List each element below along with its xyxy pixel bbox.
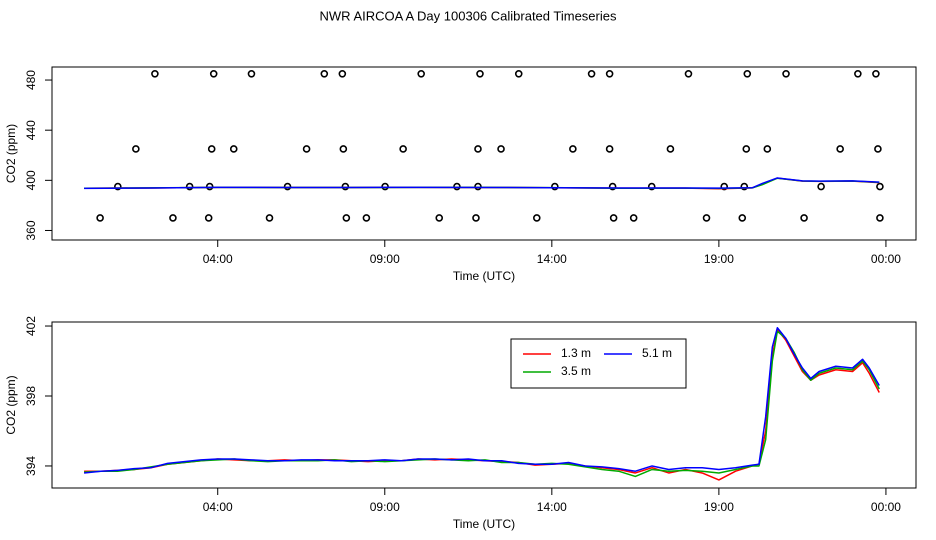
data-point (207, 145, 216, 153)
data-point (209, 69, 218, 78)
data-point (514, 69, 523, 78)
data-point (472, 214, 480, 222)
y-axis-label: CO2 (ppm) (4, 375, 18, 434)
data-point (876, 182, 884, 191)
data-point (381, 182, 389, 191)
chart-title: NWR AIRCOA A Day 100306 Calibrated Times… (320, 8, 617, 23)
data-point (569, 145, 577, 153)
data-point (114, 182, 122, 191)
x-tick-label: 19:00 (704, 500, 734, 514)
data-point (302, 145, 311, 153)
data-point (800, 214, 808, 222)
legend-label: 3.5 m (561, 364, 591, 378)
data-point (720, 182, 729, 191)
data-point (96, 214, 104, 222)
plot-frame (51, 321, 917, 489)
data-point (497, 145, 505, 153)
data-point (435, 214, 444, 222)
data-point (338, 69, 347, 78)
y-tick-label: 394 (24, 456, 38, 476)
data-point (474, 182, 482, 191)
data-point (702, 214, 711, 222)
x-tick-label: 04:00 (203, 252, 233, 266)
data-point (738, 214, 747, 222)
data-line (83, 327, 880, 474)
data-point (341, 182, 350, 191)
x-axis-label: Time (UTC) (453, 269, 515, 283)
data-line (84, 328, 880, 481)
data-line (84, 177, 880, 190)
data-point (476, 69, 484, 78)
y-tick-label: 360 (24, 220, 38, 240)
plot-frame (51, 66, 917, 241)
y-tick-label: 400 (24, 170, 38, 190)
data-point (132, 145, 140, 153)
data-point (339, 145, 348, 153)
data-point (417, 69, 425, 78)
data-point (684, 69, 693, 78)
data-point (743, 69, 752, 78)
data-point (247, 69, 256, 78)
data-point (362, 214, 371, 222)
data-point (874, 145, 882, 153)
data-point (283, 182, 292, 191)
data-point (740, 182, 749, 191)
legend-label: 5.1 m (642, 346, 672, 360)
data-point (474, 145, 482, 153)
y-tick-label: 402 (24, 316, 38, 336)
data-point (204, 214, 213, 222)
y-axis-label: CO2 (ppm) (4, 124, 18, 183)
data-point (342, 214, 351, 222)
legend-label: 1.3 m (561, 346, 591, 360)
data-point (185, 182, 194, 191)
data-point (265, 214, 274, 222)
data-point (605, 145, 614, 153)
data-point (605, 69, 614, 78)
data-point (169, 214, 177, 222)
data-point (608, 182, 617, 191)
data-point (782, 69, 790, 78)
x-tick-label: 09:00 (370, 252, 400, 266)
data-point (666, 145, 675, 153)
data-point (229, 145, 238, 153)
x-tick-label: 04:00 (203, 500, 233, 514)
data-point (817, 182, 825, 191)
data-point (551, 182, 559, 191)
x-axis-label: Time (UTC) (453, 517, 515, 531)
data-point (836, 145, 844, 153)
y-tick-label: 480 (24, 70, 38, 90)
x-tick-label: 00:00 (871, 252, 901, 266)
data-point (742, 145, 751, 153)
data-point (151, 69, 159, 78)
data-point (399, 145, 407, 153)
y-tick-label: 440 (24, 120, 38, 140)
data-point (854, 69, 862, 78)
legend-box (510, 338, 687, 389)
x-tick-label: 14:00 (537, 500, 567, 514)
x-tick-label: 14:00 (537, 252, 567, 266)
data-point (629, 214, 638, 222)
x-tick-label: 09:00 (370, 500, 400, 514)
data-point (205, 182, 214, 191)
data-point (532, 214, 541, 222)
data-point (587, 69, 596, 78)
x-tick-label: 00:00 (871, 500, 901, 514)
data-point (872, 69, 880, 78)
data-point (876, 214, 884, 222)
data-point (453, 182, 461, 191)
x-tick-label: 19:00 (704, 252, 734, 266)
data-point (320, 69, 329, 78)
y-tick-label: 398 (24, 386, 38, 406)
data-point (763, 145, 772, 153)
data-point (647, 182, 656, 191)
data-point (609, 214, 618, 222)
